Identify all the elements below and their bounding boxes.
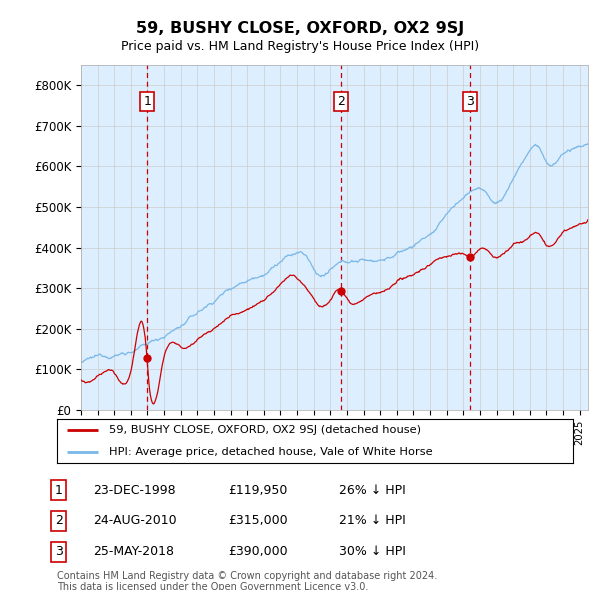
- Text: Price paid vs. HM Land Registry's House Price Index (HPI): Price paid vs. HM Land Registry's House …: [121, 40, 479, 53]
- Text: HPI: Average price, detached house, Vale of White Horse: HPI: Average price, detached house, Vale…: [109, 447, 432, 457]
- Text: 2: 2: [55, 514, 63, 527]
- Text: 59, BUSHY CLOSE, OXFORD, OX2 9SJ: 59, BUSHY CLOSE, OXFORD, OX2 9SJ: [136, 21, 464, 35]
- Text: 30% ↓ HPI: 30% ↓ HPI: [339, 545, 406, 558]
- Text: 1: 1: [55, 484, 63, 497]
- Text: 21% ↓ HPI: 21% ↓ HPI: [339, 514, 406, 527]
- Text: 24-AUG-2010: 24-AUG-2010: [93, 514, 176, 527]
- Text: 1: 1: [143, 95, 151, 108]
- Text: £119,950: £119,950: [228, 484, 287, 497]
- Text: 3: 3: [466, 95, 474, 108]
- Text: 23-DEC-1998: 23-DEC-1998: [93, 484, 176, 497]
- Text: £390,000: £390,000: [228, 545, 287, 558]
- Text: Contains HM Land Registry data © Crown copyright and database right 2024.
This d: Contains HM Land Registry data © Crown c…: [57, 571, 437, 590]
- Text: 26% ↓ HPI: 26% ↓ HPI: [339, 484, 406, 497]
- Text: £315,000: £315,000: [228, 514, 287, 527]
- Text: 59, BUSHY CLOSE, OXFORD, OX2 9SJ (detached house): 59, BUSHY CLOSE, OXFORD, OX2 9SJ (detach…: [109, 425, 421, 435]
- Text: 25-MAY-2018: 25-MAY-2018: [93, 545, 174, 558]
- Text: 3: 3: [55, 545, 63, 558]
- Text: 2: 2: [337, 95, 345, 108]
